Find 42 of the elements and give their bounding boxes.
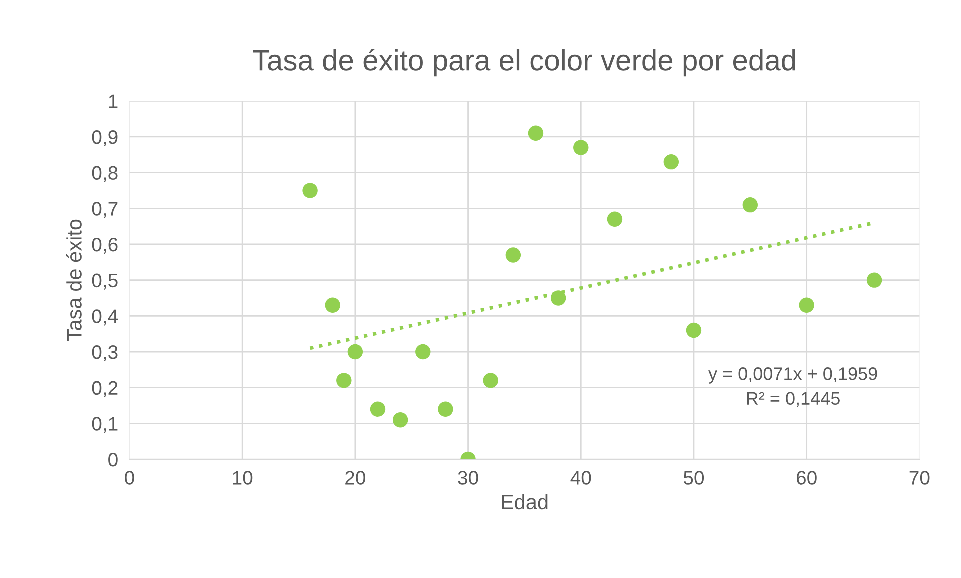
y-tick-label: 0,8 <box>92 166 118 182</box>
x-tick-label: 70 <box>910 471 930 485</box>
x-tick-label: 10 <box>233 471 253 485</box>
y-tick-label: 0,3 <box>92 345 118 362</box>
y-tick-label: 0,7 <box>92 202 118 218</box>
point <box>336 373 352 388</box>
point <box>483 373 498 388</box>
point <box>799 298 814 314</box>
x-axis-title: Edad <box>502 494 548 510</box>
point <box>302 183 318 198</box>
point <box>686 322 702 338</box>
point <box>370 402 386 417</box>
chart-title: Tasa de éxito para el color verde por edad <box>253 49 796 77</box>
point <box>325 298 340 314</box>
point <box>866 272 882 288</box>
point <box>392 412 408 428</box>
point <box>348 344 364 360</box>
point <box>607 212 623 228</box>
y-tick-label: 1 <box>109 94 118 108</box>
y-tick-label: 0,1 <box>92 417 118 434</box>
point <box>416 344 431 360</box>
point <box>574 140 589 156</box>
x-tick-label: 0 <box>125 471 134 485</box>
x-tick-label: 60 <box>797 471 817 485</box>
x-tick-label: 20 <box>346 471 366 485</box>
point <box>550 290 566 306</box>
point <box>528 126 544 142</box>
y-tick-label: 0,9 <box>92 130 118 147</box>
y-tick-label: 0,5 <box>92 274 118 290</box>
point <box>506 248 522 263</box>
point <box>664 154 680 170</box>
y-tick-label: 0,6 <box>92 238 118 254</box>
point <box>742 197 758 213</box>
y-tick-label: 0 <box>108 452 118 467</box>
y-tick-label: 0,2 <box>92 381 118 398</box>
y-axis-title: Tasa de éxito <box>66 220 82 342</box>
x-tick-label: 40 <box>570 471 592 485</box>
annotation: y = 0,0071x + 0,1959 R² = 0,1445 <box>708 368 878 408</box>
x-tick-label: 50 <box>684 471 704 485</box>
point <box>438 402 454 417</box>
y-tick-label: 0,4 <box>92 310 118 326</box>
x-tick-label: 30 <box>458 471 478 485</box>
